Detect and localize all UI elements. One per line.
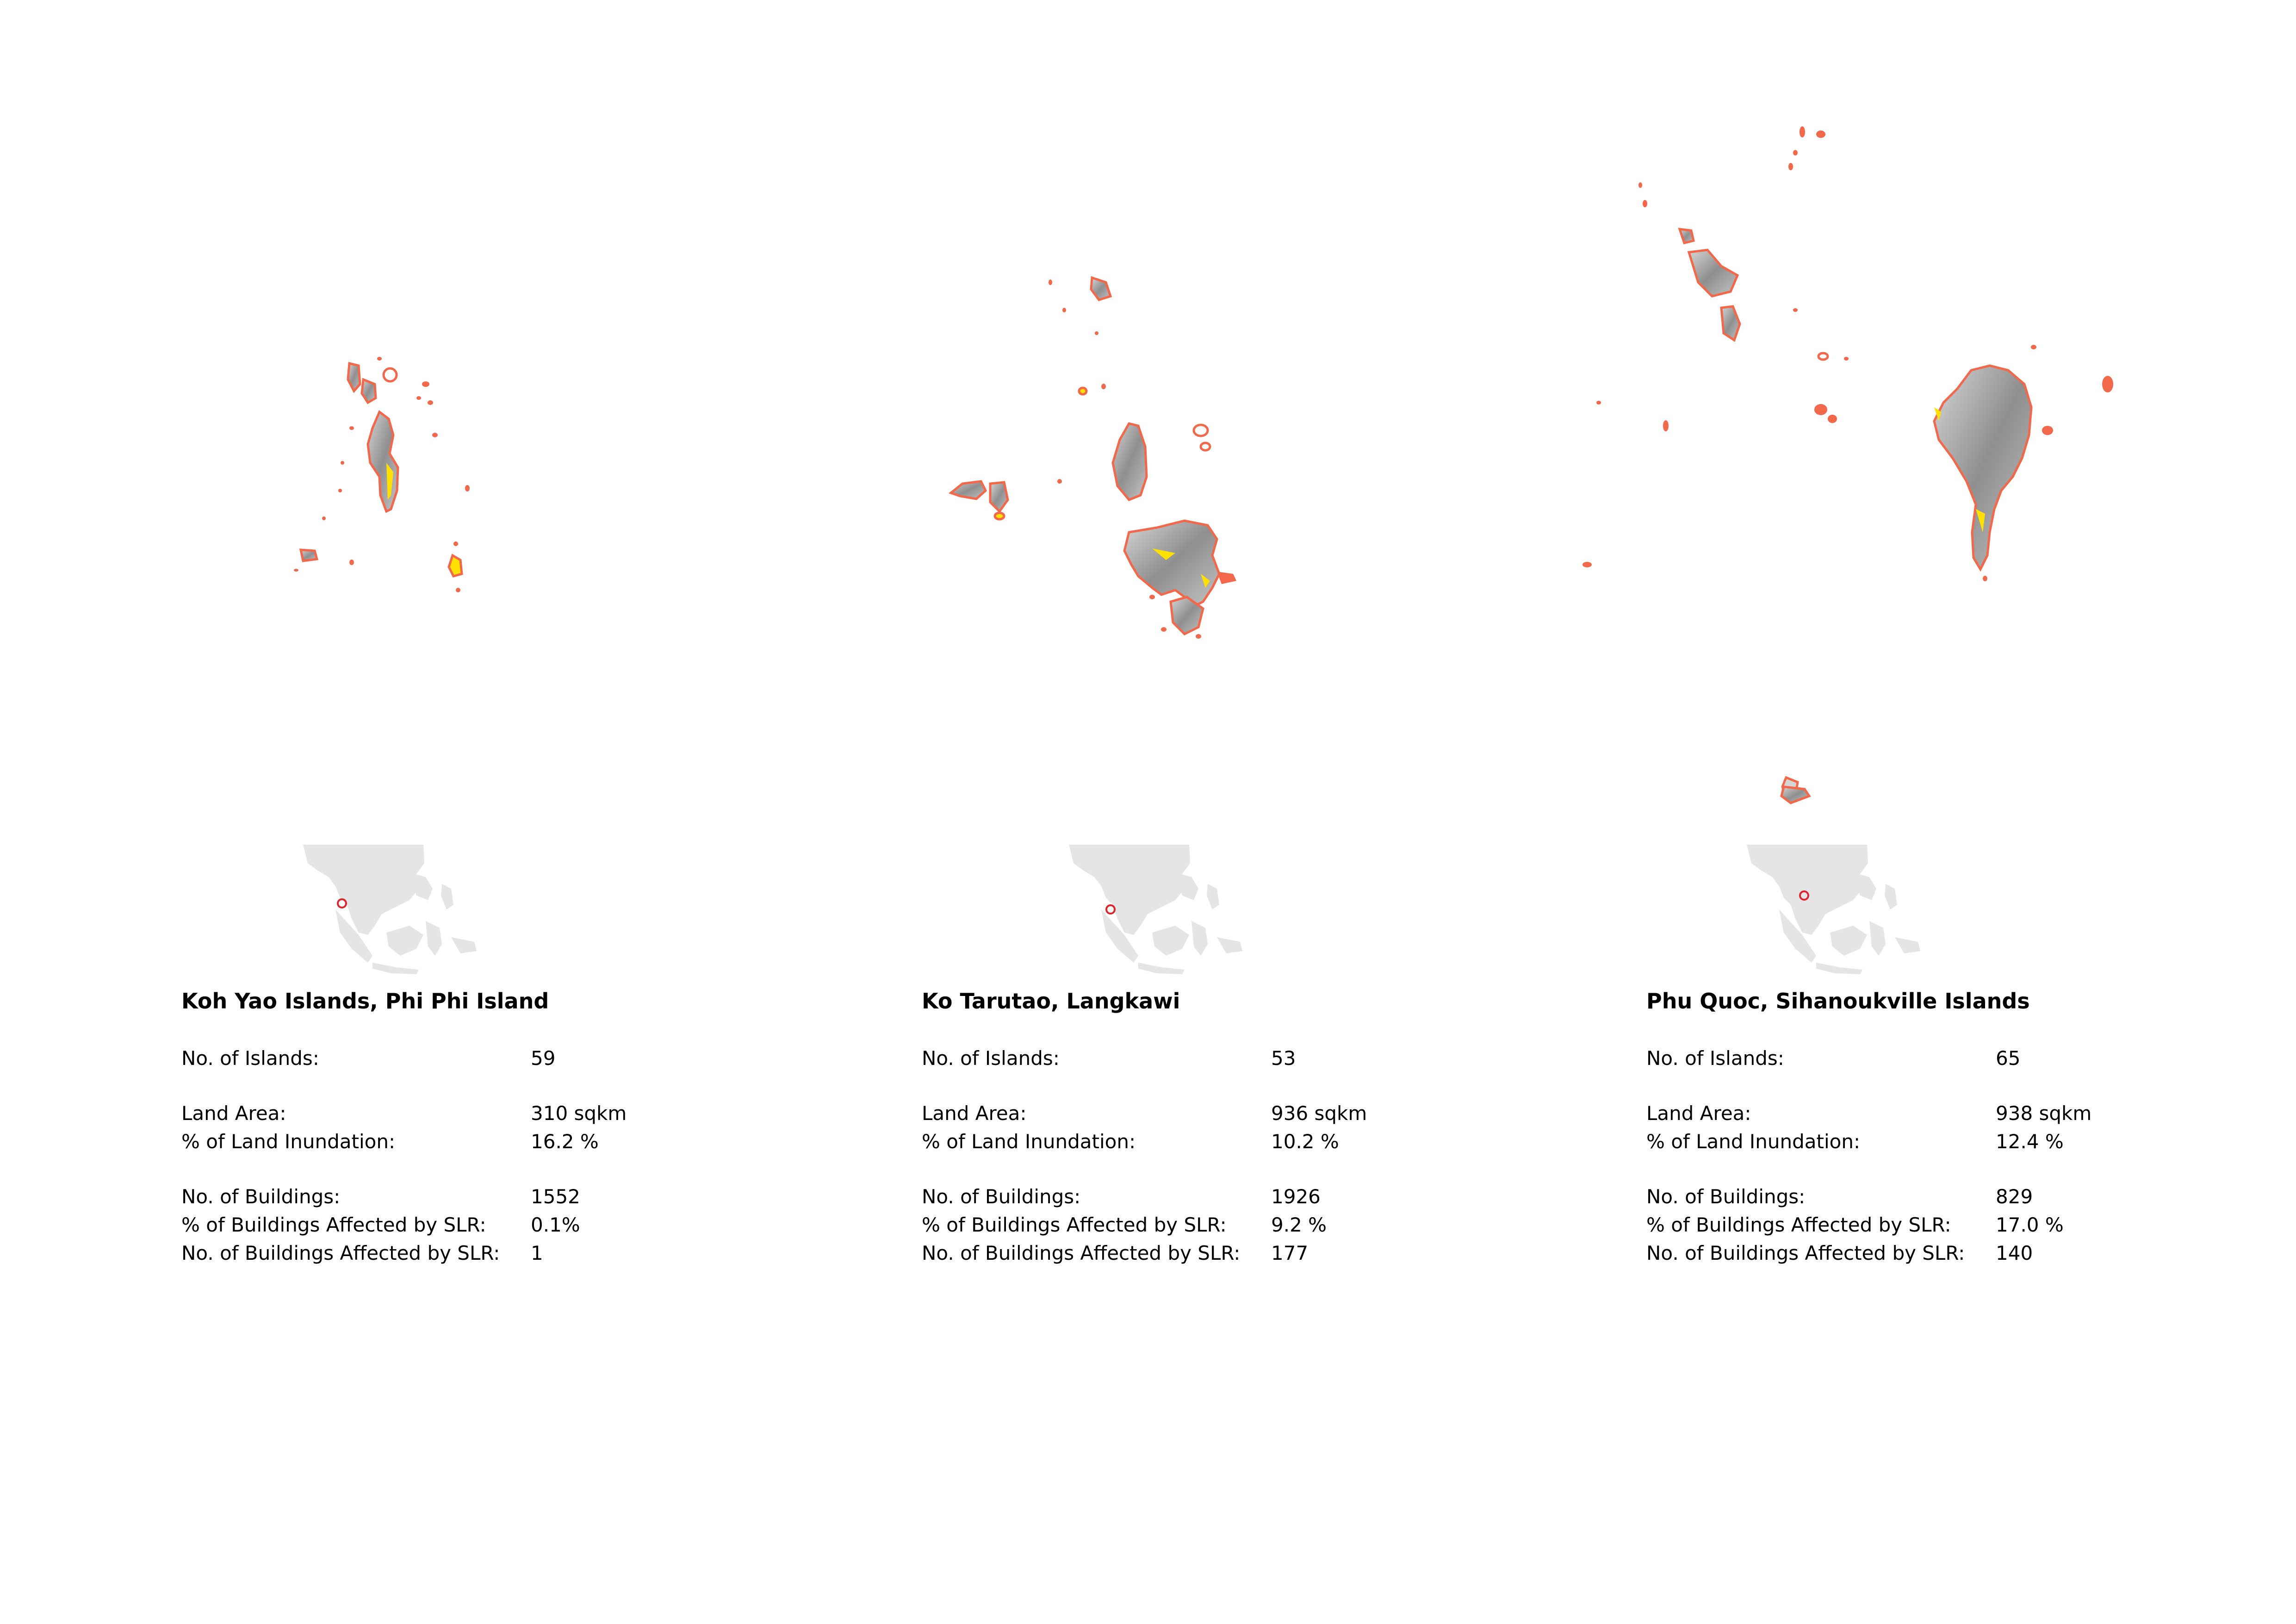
islands-value: 65 <box>1996 1047 2021 1070</box>
buildings-affected-pct-value: 0.1% <box>531 1213 580 1236</box>
buildings-value: 829 <box>1996 1185 2033 1208</box>
land-area-value: 938 sqkm <box>1996 1102 2092 1125</box>
buildings-affected-count-label: No. of Buildings Affected by SLR: <box>181 1242 500 1264</box>
buildings-affected-count-label: No. of Buildings Affected by SLR: <box>1646 1242 1965 1264</box>
map-phu-quoc-sihanoukville <box>1582 126 2113 804</box>
land-inundation-label: % of Land Inundation: <box>922 1130 1136 1153</box>
land-inundation-value: 12.4 % <box>1996 1130 2064 1153</box>
site-title: Koh Yao Islands, Phi Phi Island <box>181 989 549 1014</box>
site-stats-ko-tarutao: Ko Tarutao, Langkawi No. of Islands: 53 L… <box>922 990 1523 1267</box>
buildings-value: 1926 <box>1271 1185 1321 1208</box>
buildings-affected-pct-value: 9.2 % <box>1271 1213 1327 1236</box>
locator-map-2 <box>1069 845 1242 974</box>
buildings-affected-pct-value: 17.0 % <box>1996 1213 2064 1236</box>
land-inundation-label: % of Land Inundation: <box>181 1130 396 1153</box>
locator-map-3 <box>1747 845 1920 974</box>
locator-map-1 <box>303 845 477 974</box>
land-area-value: 310 sqkm <box>531 1102 627 1125</box>
buildings-value: 1552 <box>531 1185 580 1208</box>
map-ko-tarutao-langkawi <box>948 276 1236 639</box>
islands-label: No. of Islands: <box>181 1047 319 1070</box>
buildings-affected-count-label: No. of Buildings Affected by SLR: <box>922 1242 1241 1264</box>
land-area-label: Land Area: <box>922 1102 1027 1125</box>
islands-label: No. of Islands: <box>922 1047 1060 1070</box>
land-area-value: 936 sqkm <box>1271 1102 1367 1125</box>
site-title: Phu Quoc, Sihanoukville Islands <box>1646 989 2030 1014</box>
buildings-label: No. of Buildings: <box>922 1185 1081 1208</box>
site-stats-koh-yao: Koh Yao Islands, Phi Phi Island No. of I… <box>181 990 783 1267</box>
site-stats-phu-quoc: Phu Quoc, Sihanoukville Islands No. of I… <box>1646 990 2248 1267</box>
islands-value: 53 <box>1271 1047 1296 1070</box>
buildings-affected-count-value: 1 <box>531 1242 543 1264</box>
land-inundation-value: 10.2 % <box>1271 1130 1339 1153</box>
islands-label: No. of Islands: <box>1646 1047 1784 1070</box>
buildings-affected-pct-label: % of Buildings Affected by SLR: <box>1646 1213 1951 1236</box>
site-title: Ko Tarutao, Langkawi <box>922 989 1180 1014</box>
land-inundation-label: % of Land Inundation: <box>1646 1130 1861 1153</box>
location-marker-icon <box>1105 904 1116 915</box>
islands-value: 59 <box>531 1047 556 1070</box>
land-area-label: Land Area: <box>1646 1102 1751 1125</box>
land-area-label: Land Area: <box>181 1102 286 1125</box>
land-inundation-value: 16.2 % <box>531 1130 599 1153</box>
location-marker-icon <box>337 898 347 908</box>
map-koh-yao-phi-phi <box>294 357 470 592</box>
buildings-label: No. of Buildings: <box>181 1185 341 1208</box>
buildings-affected-count-value: 140 <box>1996 1242 2033 1264</box>
buildings-affected-pct-label: % of Buildings Affected by SLR: <box>181 1213 486 1236</box>
buildings-affected-pct-label: % of Buildings Affected by SLR: <box>922 1213 1227 1236</box>
buildings-affected-count-value: 177 <box>1271 1242 1309 1264</box>
location-marker-icon <box>1799 890 1809 901</box>
buildings-label: No. of Buildings: <box>1646 1185 1806 1208</box>
